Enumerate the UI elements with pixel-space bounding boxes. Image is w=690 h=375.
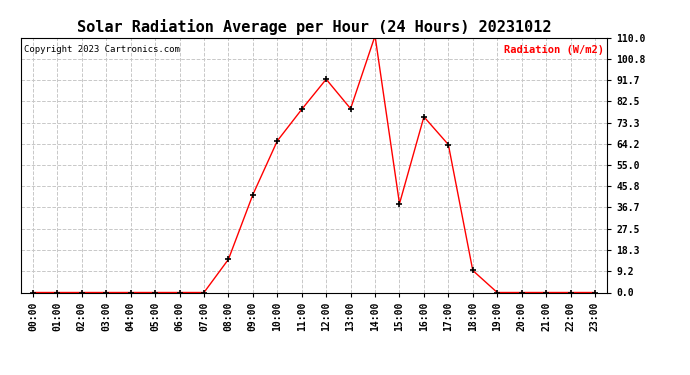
Text: Copyright 2023 Cartronics.com: Copyright 2023 Cartronics.com (23, 45, 179, 54)
Title: Solar Radiation Average per Hour (24 Hours) 20231012: Solar Radiation Average per Hour (24 Hou… (77, 19, 551, 35)
Text: Radiation (W/m2): Radiation (W/m2) (504, 45, 604, 55)
